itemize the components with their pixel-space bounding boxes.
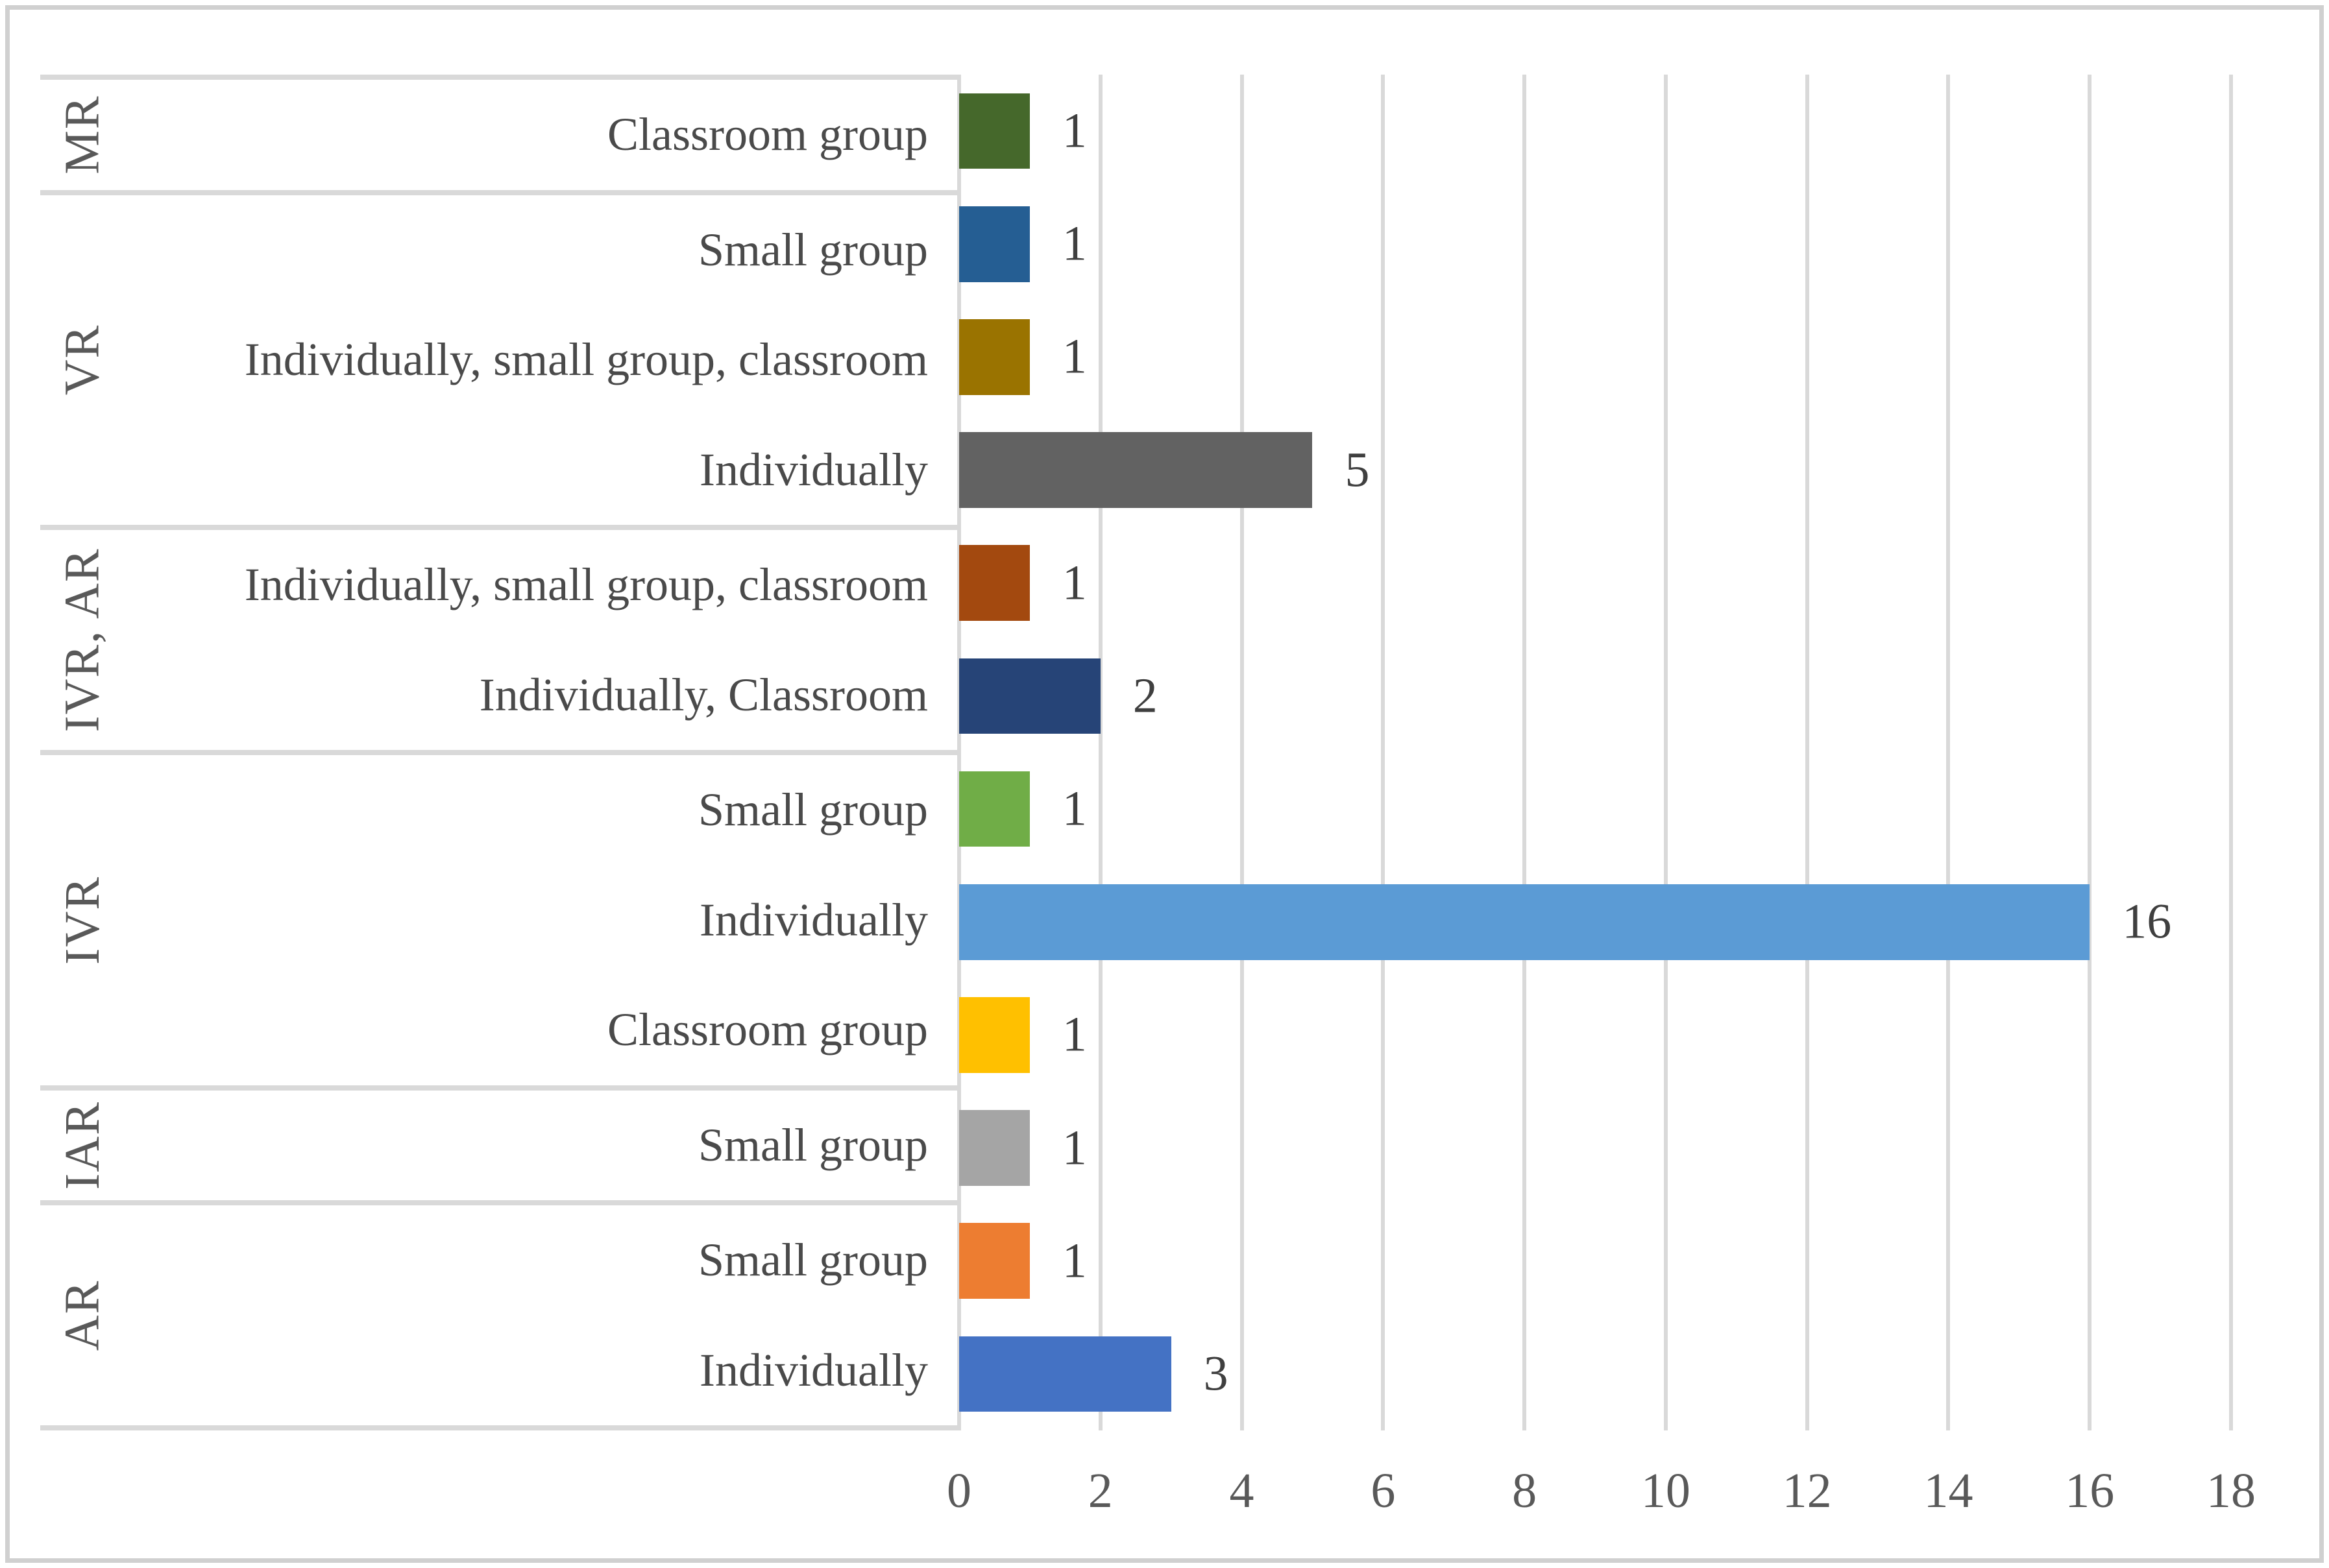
category-labels: Individually, small group, classroom Indi… [125, 530, 959, 750]
category-labels: Classroom group [125, 80, 959, 190]
gridline [1522, 75, 1527, 1430]
category-labels: Small group Individually, small group, cl… [125, 195, 959, 525]
group-row: IVR Small group Individually Classroom grou… [40, 755, 959, 1091]
category-label: Classroom group [607, 108, 928, 161]
bar-row: 1 [959, 527, 2231, 640]
bar [959, 997, 1030, 1073]
bar-value-label: 1 [1062, 1007, 1087, 1062]
category-label: Individually, Classroom [479, 668, 928, 721]
category-label: Individually [700, 443, 928, 496]
bar-value-label: 1 [1062, 555, 1087, 610]
category-label: Individually [700, 893, 928, 946]
group-row: IAR Small group [40, 1091, 959, 1205]
bar-value-label: 1 [1062, 216, 1087, 271]
gridline [2229, 75, 2233, 1430]
bar [959, 771, 1030, 847]
category-label: Individually, small group, classroom [244, 333, 928, 386]
group-row: MR Classroom group [40, 80, 959, 195]
category-label: Individually [700, 1344, 928, 1396]
group-label: IVR [55, 875, 110, 965]
bar [959, 658, 1101, 734]
gridline [1381, 75, 1385, 1430]
x-tick-label: 0 [947, 1464, 971, 1518]
x-tick-label: 14 [1923, 1464, 1973, 1518]
group-label-strip: IVR, AR [40, 530, 125, 750]
category-label: Classroom group [607, 1004, 928, 1056]
bar-value-label: 1 [1062, 329, 1087, 384]
bar [959, 432, 1313, 508]
plot-area: 1 1 1 5 1 2 1 16 1 1 1 3 [957, 75, 2233, 1430]
bar [959, 206, 1030, 282]
group-label: VR [55, 324, 110, 396]
x-tick-label: 4 [1229, 1464, 1254, 1518]
x-tick-label: 8 [1512, 1464, 1537, 1518]
gridline [2088, 75, 2092, 1430]
group-label-strip: VR [40, 195, 125, 525]
bar [959, 884, 2090, 960]
bar-row: 3 [959, 1318, 2231, 1430]
bar-value-label: 3 [1203, 1346, 1228, 1401]
x-tick-label: 6 [1371, 1464, 1396, 1518]
bar [959, 1336, 1171, 1412]
group-label: IAR [55, 1100, 110, 1190]
bar-row: 1 [959, 1205, 2231, 1318]
category-label: Small group [698, 784, 928, 836]
x-tick-label: 2 [1088, 1464, 1113, 1518]
category-label: Small group [698, 1118, 928, 1171]
bar [959, 319, 1030, 395]
bar [959, 1110, 1030, 1186]
group-label-strip: AR [40, 1205, 125, 1425]
bar-value-label: 1 [1062, 781, 1087, 836]
group-label: IVR, AR [55, 548, 110, 732]
category-labels: Small group Individually Classroom group [125, 755, 959, 1085]
bar-row: 1 [959, 753, 2231, 865]
group-label-strip: IAR [40, 1091, 125, 1201]
bar-value-label: 1 [1062, 1120, 1087, 1176]
group-label: MR [55, 95, 110, 175]
group-row: AR Small group Individually [40, 1205, 959, 1425]
gridline [1239, 75, 1244, 1430]
bar-row: 5 [959, 414, 2231, 527]
bar-row: 1 [959, 300, 2231, 413]
group-label-strip: MR [40, 80, 125, 190]
gridline [1805, 75, 1809, 1430]
bar-value-label: 1 [1062, 1233, 1087, 1288]
category-labels: Small group Individually [125, 1205, 959, 1425]
bar [959, 545, 1030, 621]
category-axis-column: MR Classroom group VR Small group Individual… [40, 75, 959, 1430]
x-tick-label: 10 [1640, 1464, 1690, 1518]
gridline [1663, 75, 1668, 1430]
gridline [1946, 75, 1951, 1430]
bar-row: 1 [959, 978, 2231, 1091]
category-label: Small group [698, 223, 928, 276]
group-label-strip: IVR [40, 755, 125, 1085]
bar-value-label: 5 [1345, 442, 1370, 498]
bar-value-label: 1 [1062, 103, 1087, 158]
bar-row: 1 [959, 1092, 2231, 1205]
bar-value-label: 2 [1132, 668, 1158, 723]
x-axis: 0 2 4 6 8 10 12 14 16 18 [947, 1430, 2256, 1560]
category-label: Small group [698, 1234, 928, 1286]
bar [959, 1223, 1030, 1299]
category-labels: Small group [125, 1091, 959, 1201]
bar-row: 16 [959, 865, 2231, 978]
bar [959, 93, 1030, 169]
x-tick-label: 16 [2065, 1464, 2115, 1518]
group-row: IVR, AR Individually, small group, classr… [40, 530, 959, 755]
x-tick-label: 12 [1782, 1464, 1832, 1518]
group-row: VR Small group Individually, small group, … [40, 195, 959, 530]
bar-row: 1 [959, 187, 2231, 300]
bar-value-label: 16 [2122, 894, 2172, 949]
bar-row: 2 [959, 640, 2231, 753]
gridline [957, 75, 961, 1430]
category-label: Individually, small group, classroom [244, 559, 928, 611]
bar-row: 1 [959, 75, 2231, 187]
gridline [1098, 75, 1103, 1430]
x-tick-label: 18 [2206, 1464, 2256, 1518]
group-label: AR [55, 1279, 110, 1351]
